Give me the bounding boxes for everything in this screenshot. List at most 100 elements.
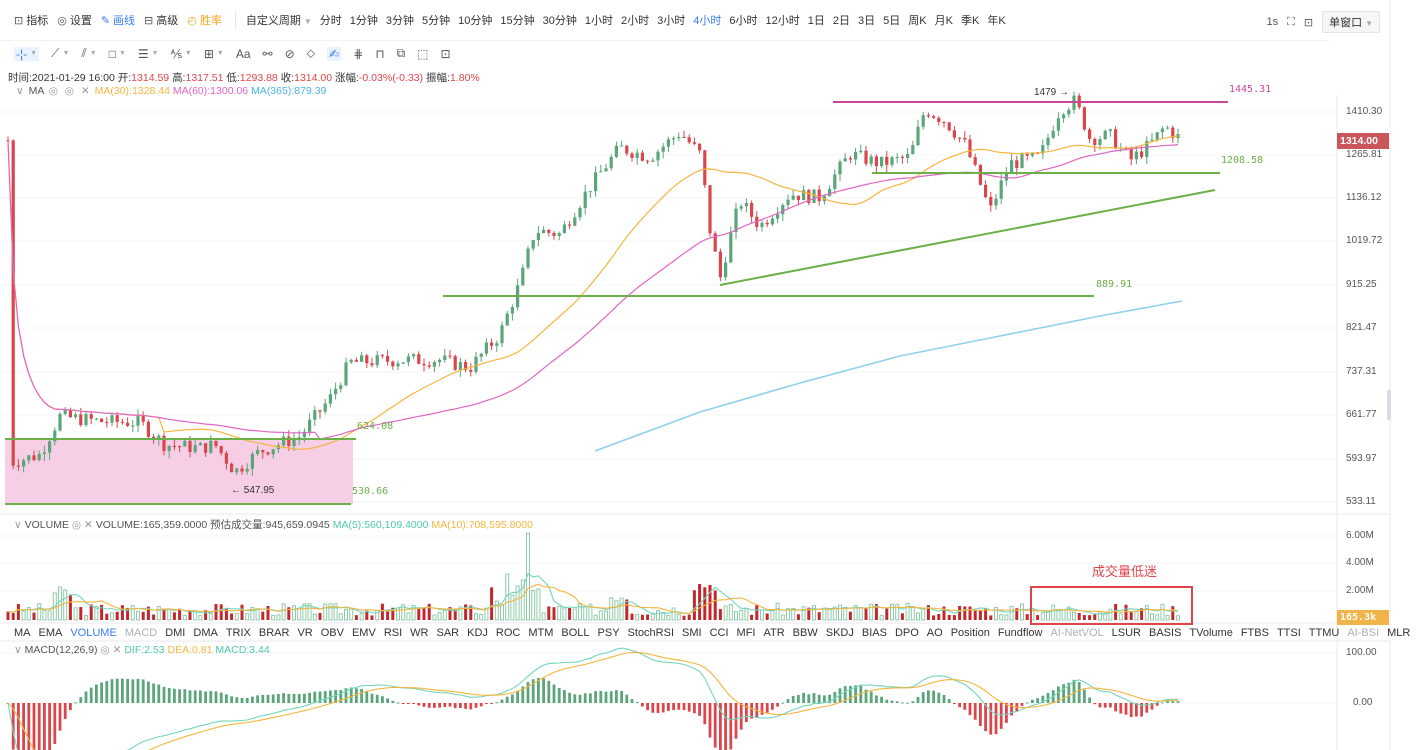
indicator-tab-position[interactable]: Position — [950, 627, 990, 639]
fib-tool[interactable]: ☰ ▼ — [138, 47, 159, 61]
period-12[interactable]: 6小时 — [729, 15, 758, 27]
period-11[interactable]: 4小时 — [693, 15, 722, 27]
period-20[interactable]: 季K — [960, 15, 980, 27]
text-tool[interactable]: Aa — [236, 47, 251, 61]
visibility-tool[interactable]: ⋕ — [353, 47, 363, 61]
wave-tool[interactable]: ⅍ ▼ — [171, 47, 192, 61]
collapse-icon[interactable]: ∨ — [14, 519, 22, 531]
indicator-tab-fundflow[interactable]: Fundflow — [997, 627, 1043, 639]
period-14[interactable]: 1日 — [807, 15, 825, 27]
link-tool[interactable]: ⊘ — [285, 47, 295, 61]
period-4[interactable]: 5分钟 — [422, 15, 451, 27]
indicator-tab-wr[interactable]: WR — [410, 627, 429, 639]
period-15[interactable]: 2日 — [832, 15, 851, 27]
rectangle-tool[interactable]: □ ▼ — [109, 47, 126, 61]
indicator-tab-vr[interactable]: VR — [297, 627, 313, 639]
collapse-icon[interactable]: ∨ — [16, 85, 24, 97]
indicator-tab-cci[interactable]: CCI — [709, 627, 729, 639]
period-21[interactable]: 年K — [987, 15, 1006, 27]
lock-tool[interactable]: ⊓ — [375, 47, 384, 61]
indicator-tab-bias[interactable]: BIAS — [861, 627, 887, 639]
indicator-tab-tvolume[interactable]: TVolume — [1189, 627, 1233, 639]
period-3[interactable]: 3分钟 — [385, 15, 415, 27]
close-icon[interactable]: ✕ — [83, 519, 93, 531]
indicator-tab-basis[interactable]: BASIS — [1149, 627, 1182, 639]
indicator-tab-ai-netvol[interactable]: AI-NetVOL — [1050, 627, 1104, 639]
indicator-tab-dpo[interactable]: DPO — [894, 627, 919, 639]
indicator-tab-ai-bsi[interactable]: AI-BSI — [1347, 627, 1380, 639]
indicator-tab-bbw[interactable]: BBW — [792, 627, 818, 639]
indicator-tab-mlr[interactable]: MLR — [1387, 627, 1411, 639]
trendline-tool[interactable]: ⟋ ▼ — [51, 46, 69, 61]
indicator-tab-ttmu[interactable]: TTMU — [1308, 627, 1340, 639]
indicator-tab-kdj[interactable]: KDJ — [467, 627, 488, 639]
indicator-button[interactable]: ⊡ 指标 — [14, 12, 48, 28]
period-2[interactable]: 1分钟 — [349, 15, 378, 27]
indicator-tab-boll[interactable]: BOLL — [561, 627, 590, 639]
parallel-channel-tool[interactable]: ⫽ ▼ — [81, 46, 96, 61]
copy-tool[interactable]: ⧉ — [397, 46, 406, 61]
indicator-tab-rsi[interactable]: RSI — [383, 627, 403, 639]
indicator-tab-skdj[interactable]: SKDJ — [825, 627, 854, 639]
period-7[interactable]: 30分钟 — [542, 15, 577, 27]
period-9[interactable]: 2小时 — [621, 15, 650, 27]
settings-icon[interactable]: ◎ — [71, 519, 82, 531]
indicator-tab-brar[interactable]: BRAR — [258, 627, 290, 639]
period-5[interactable]: 10分钟 — [458, 15, 493, 27]
refresh-interval[interactable]: 1s — [1266, 16, 1279, 28]
close-icon[interactable]: ✕ — [80, 85, 90, 97]
indicator-tab-emv[interactable]: EMV — [351, 627, 376, 639]
indicator-tab-lsur[interactable]: LSUR — [1111, 627, 1141, 639]
period-6[interactable]: 15分钟 — [500, 15, 535, 27]
indicator-tab-ttsi[interactable]: TTSI — [1276, 627, 1301, 639]
settings-icon[interactable]: ◎ — [100, 644, 110, 656]
indicator-tab-dmi[interactable]: DMI — [165, 627, 186, 639]
magnet-tool[interactable]: ⚯ — [263, 47, 273, 61]
indicator-tab-macd[interactable]: MACD — [124, 627, 158, 639]
window-mode-select[interactable]: 单窗口 ▼ — [1322, 11, 1380, 33]
fullscreen-icon[interactable]: ⛶ — [1287, 15, 1295, 28]
settings-button[interactable]: ◎ 设置 — [57, 12, 92, 28]
indicator-tab-mfi[interactable]: MFI — [736, 627, 756, 639]
axis-scroll-handle[interactable] — [1387, 390, 1391, 420]
close-icon[interactable]: ✕ — [112, 644, 122, 656]
indicator-tab-roc[interactable]: ROC — [495, 627, 521, 639]
indicator-tab-dma[interactable]: DMA — [193, 627, 218, 639]
indicator-tab-stochrsi[interactable]: StochRSI — [627, 627, 675, 639]
indicator-tab-trix[interactable]: TRIX — [225, 627, 251, 639]
delete-tool[interactable]: ⊡ — [440, 47, 450, 61]
period-13[interactable]: 12小时 — [765, 15, 800, 27]
period-16[interactable]: 3日 — [858, 15, 876, 27]
period-8[interactable]: 1小时 — [584, 15, 614, 27]
visibility-icon[interactable]: ◎ — [48, 85, 58, 97]
indicator-tab-ao[interactable]: AO — [926, 627, 943, 639]
collapse-icon[interactable]: ∨ — [14, 644, 22, 656]
measure-tool[interactable]: ⊞ ▼ — [204, 47, 224, 61]
screenshot-icon[interactable]: ⊡ — [1303, 16, 1314, 29]
drawing-button[interactable]: ✎ 画线 — [101, 12, 135, 28]
period-1[interactable]: 分时 — [319, 15, 342, 27]
period-10[interactable]: 3小时 — [657, 15, 686, 27]
indicator-tab-ftbs[interactable]: FTBS — [1240, 627, 1269, 639]
indicator-tab-sar[interactable]: SAR — [436, 627, 460, 639]
indicator-tab-psy[interactable]: PSY — [597, 627, 620, 639]
period-17[interactable]: 5日 — [883, 15, 901, 27]
advanced-button[interactable]: ⊟ 高级 — [144, 12, 178, 28]
indicator-tab-obv[interactable]: OBV — [320, 627, 344, 639]
continuous-draw-tool[interactable]: ✍ — [327, 46, 342, 61]
indicator-tab-ma[interactable]: MA — [14, 627, 31, 639]
indicator-tab-mtm[interactable]: MTM — [528, 627, 554, 639]
indicator-tab-ema[interactable]: EMA — [38, 627, 63, 639]
period-18[interactable]: 周K — [908, 15, 927, 27]
win-rate-button[interactable]: ◴ 胜率 — [187, 12, 222, 28]
snapshot-tool[interactable]: ⬚ — [417, 47, 428, 61]
period-19[interactable]: 月K — [934, 15, 953, 27]
period-0[interactable]: 自定义周期 ▼ — [245, 15, 312, 27]
indicator-tab-volume[interactable]: VOLUME — [70, 627, 117, 639]
indicator-tab-smi[interactable]: SMI — [682, 627, 702, 639]
indicator-tab-atr[interactable]: ATR — [763, 627, 785, 639]
eraser-tool[interactable]: ⬦ — [307, 46, 315, 61]
crosshair-tool[interactable]: -¦- ▼ — [14, 46, 40, 61]
settings-icon[interactable]: ◎ — [64, 85, 74, 97]
